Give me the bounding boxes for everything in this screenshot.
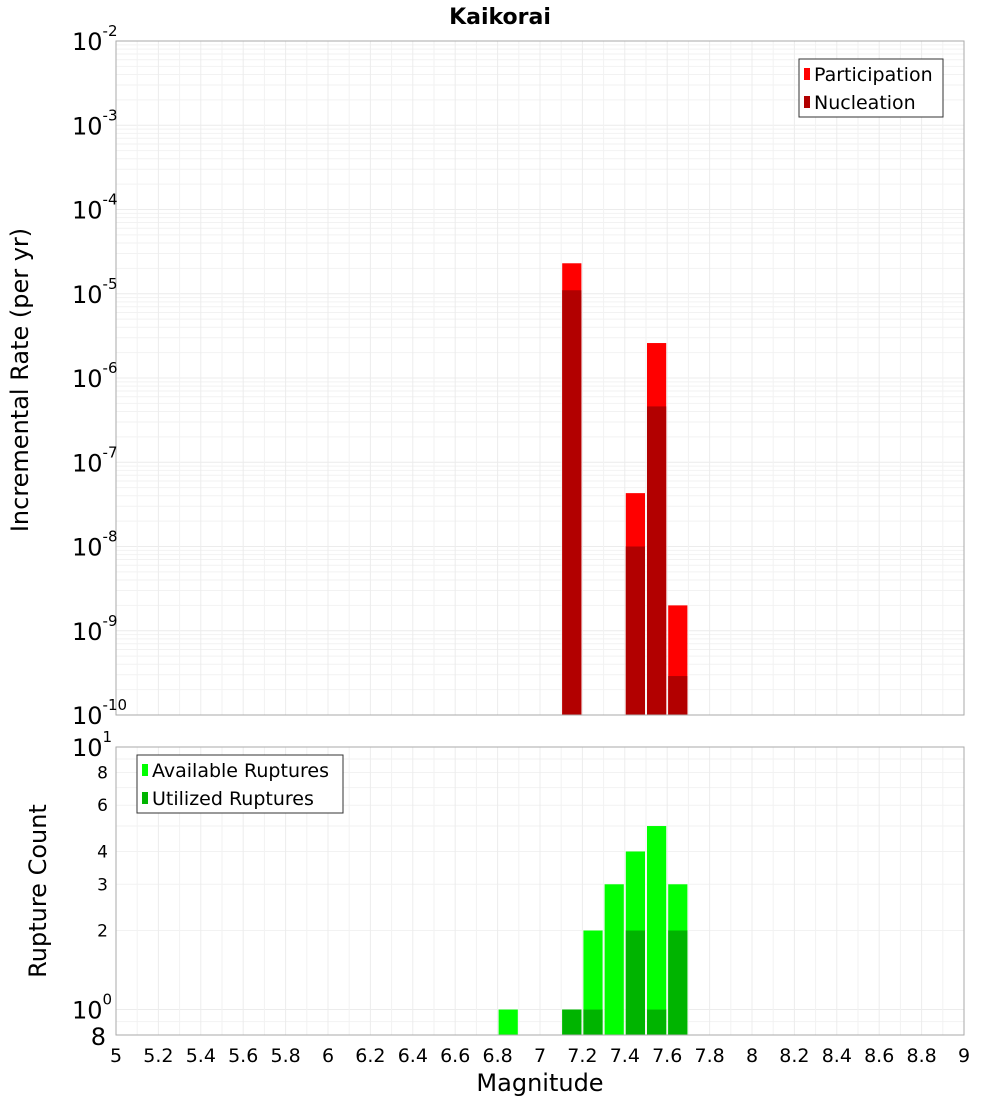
x-tick-label: 7.4 xyxy=(610,1045,640,1067)
bar xyxy=(668,676,688,715)
legend: Participation Nucleation xyxy=(798,58,944,118)
y-tick-label: 10-9 xyxy=(72,612,118,646)
x-tick-label: 6.4 xyxy=(398,1045,428,1067)
x-tick-label: 9 xyxy=(958,1045,970,1067)
count-y-axis-label: Rupture Count xyxy=(24,804,52,978)
y-tick-label: 3 xyxy=(97,875,108,895)
plot-frame xyxy=(115,746,965,1036)
y-tick-label: 10-5 xyxy=(72,275,118,309)
grid xyxy=(115,41,965,716)
legend-box xyxy=(136,754,344,814)
y-tick-label: 10-4 xyxy=(72,191,118,225)
y-tick-label: 8 xyxy=(91,1023,106,1051)
legend-swatch xyxy=(142,764,148,776)
bar xyxy=(583,930,603,1035)
x-tick-label: 8 xyxy=(746,1045,758,1067)
legend-swatch xyxy=(142,792,148,804)
x-tick-label: 6 xyxy=(322,1045,334,1067)
bar xyxy=(562,1009,582,1035)
x-axis: 5 5.2 5.4 5.6 5.8 6 6.2 6.4 6.6 6.8 7 7.2 7.4 7.6 7.8 8… xyxy=(110,1045,970,1067)
legend-swatch xyxy=(804,96,810,108)
bar xyxy=(647,406,667,715)
x-tick-label: 7.6 xyxy=(652,1045,682,1067)
legend-label: Utilized Ruptures xyxy=(152,788,314,810)
bar xyxy=(604,884,624,1035)
y-tick-label: 2 xyxy=(97,922,108,942)
bar xyxy=(498,1009,518,1035)
x-tick-label: 7.2 xyxy=(567,1045,597,1067)
y-tick-label: 10-10 xyxy=(72,696,127,730)
legend-label: Nucleation xyxy=(814,92,916,114)
x-axis-label: Magnitude xyxy=(476,1069,603,1097)
x-tick-label: 8.4 xyxy=(822,1045,852,1067)
chart-title: Kaikorai xyxy=(449,5,551,30)
x-tick-label: 8.2 xyxy=(779,1045,809,1067)
rate-y-axis-label: Incremental Rate (per yr) xyxy=(6,228,34,532)
bar xyxy=(668,930,688,1035)
bar xyxy=(647,826,667,1035)
y-tick-label: 10-2 xyxy=(72,22,118,56)
series-nucleation xyxy=(562,290,688,715)
x-tick-label: 6.6 xyxy=(440,1045,470,1067)
y-tick-label: 10-8 xyxy=(72,528,118,562)
x-tick-label: 6.2 xyxy=(355,1045,385,1067)
x-tick-label: 5.2 xyxy=(143,1045,173,1067)
y-tick-labels: 10-2 10-3 10-4 10-5 10-6 10-7 10-8 10-9 10-10 xyxy=(72,22,127,730)
x-tick-label: 8.8 xyxy=(906,1045,936,1067)
legend-label: Participation xyxy=(814,64,933,86)
x-tick-label: 5 xyxy=(110,1045,122,1067)
bar xyxy=(625,930,645,1035)
y-tick-label: 4 xyxy=(97,842,108,862)
y-tick-label: 8 xyxy=(97,763,108,783)
x-tick-label: 6.8 xyxy=(482,1045,512,1067)
y-tick-label: 10-3 xyxy=(72,106,118,140)
x-tick-label: 5.4 xyxy=(186,1045,216,1067)
y-tick-label: 100 xyxy=(72,991,112,1025)
x-tick-label: 7.8 xyxy=(694,1045,724,1067)
rate-panel: 10-2 10-3 10-4 10-5 10-6 10-7 10-8 10-9 10-10 Par… xyxy=(72,22,965,730)
series-utilized-ruptures xyxy=(562,930,688,1035)
y-tick-label: 101 xyxy=(72,728,112,762)
x-tick-label: 7 xyxy=(534,1045,546,1067)
legend-swatch xyxy=(804,68,810,80)
bar xyxy=(647,1009,667,1035)
legend-label: Available Ruptures xyxy=(152,760,329,782)
legend: Available Ruptures Utilized Ruptures xyxy=(136,754,344,814)
x-tick-label: 5.6 xyxy=(228,1045,258,1067)
x-tick-label: 8.6 xyxy=(864,1045,894,1067)
bar xyxy=(625,546,645,715)
y-tick-label: 10-6 xyxy=(72,359,118,393)
bar xyxy=(583,1009,603,1035)
x-tick-label: 5.8 xyxy=(270,1045,300,1067)
y-tick-label: 6 xyxy=(97,796,108,816)
y-tick-label: 10-7 xyxy=(72,443,118,477)
legend-box xyxy=(798,58,944,118)
plot-frame xyxy=(115,40,965,716)
bar xyxy=(562,290,582,715)
